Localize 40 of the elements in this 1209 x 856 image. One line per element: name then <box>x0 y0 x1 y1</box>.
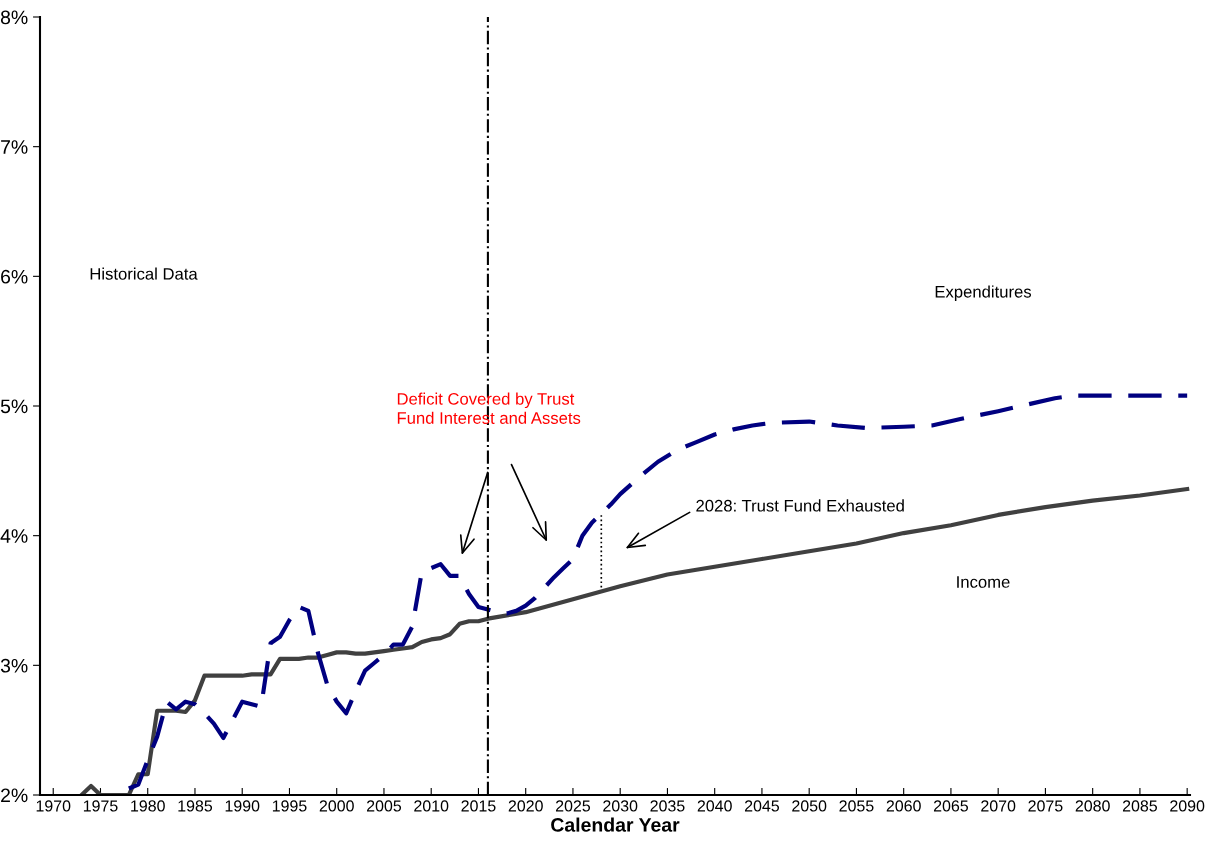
x-tick-label: 2005 <box>367 800 402 812</box>
x-tick-label: 2065 <box>933 800 969 812</box>
x-tick-label: 2020 <box>508 800 543 812</box>
x-tick-label: 2030 <box>603 800 638 812</box>
x-tick-label: 2090 <box>1170 800 1205 812</box>
x-tick-label: 1995 <box>272 800 307 812</box>
x-tick-label: 1990 <box>225 800 260 812</box>
x-tick-label: 1980 <box>131 800 165 812</box>
x-tick-label: 2025 <box>555 800 591 812</box>
x-tick-label: 2075 <box>1028 800 1063 812</box>
y-tick-label: 4% <box>0 529 28 543</box>
annotation: 2028: Trust Fund Exhausted <box>696 499 904 512</box>
x-tick-label: 1970 <box>36 800 71 812</box>
line-series <box>126 393 1190 791</box>
x-tick-label: 2040 <box>697 800 732 812</box>
x-tick-label: 2050 <box>792 800 827 812</box>
y-tick-label: 7% <box>1 140 28 154</box>
annotation: Expenditures <box>935 285 1032 301</box>
x-axis-title: Calendar Year <box>551 817 680 832</box>
y-tick-label: 3% <box>0 658 28 673</box>
annotation: Deficit Covered by Trust Fund Interest and Assets <box>397 392 581 424</box>
line-series <box>79 486 1190 795</box>
annotation: Income <box>957 576 1010 588</box>
y-tick-label: 5% <box>0 399 28 414</box>
x-tick-label: 2045 <box>744 800 780 812</box>
x-tick-label: 2085 <box>1122 800 1158 812</box>
x-tick-label: 2055 <box>839 800 874 812</box>
y-tick-label: 8% <box>0 10 28 25</box>
annotation: Historical Data <box>90 267 198 280</box>
x-tick-label: 2070 <box>981 800 1016 812</box>
x-tick-label: 2035 <box>650 800 685 812</box>
x-tick-label: 1985 <box>178 800 213 812</box>
y-tick-label: 2% <box>1 788 28 803</box>
x-tick-label: 2080 <box>1075 800 1110 812</box>
x-tick-label: 2015 <box>461 800 496 812</box>
x-tick-label: 2010 <box>414 800 449 812</box>
y-tick-label: 6% <box>1 269 28 284</box>
x-tick-label: 1975 <box>83 800 118 812</box>
x-tick-label: 2060 <box>886 800 921 812</box>
x-tick-label: 2000 <box>319 800 354 812</box>
